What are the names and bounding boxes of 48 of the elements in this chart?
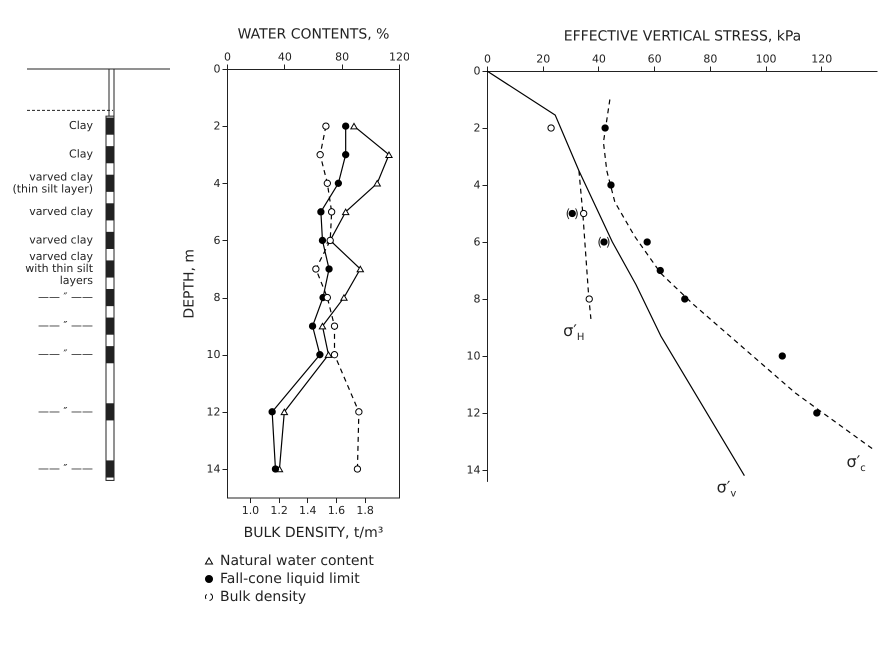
y-tick-label: 2 (474, 122, 481, 134)
y-tick-label: 0 (214, 62, 220, 76)
text: —— ″ —— (38, 348, 94, 361)
x-tick-label: 1.4 (299, 504, 317, 518)
x-tick-label: 1.0 (242, 504, 260, 518)
x2-axis-title: WATER CONTENTS, % (238, 26, 390, 42)
x-tick-label: 40 (592, 52, 606, 66)
y-tick-label: 14 (206, 462, 221, 476)
y-tick-label: 0 (474, 64, 481, 78)
y-tick-label: 10 (206, 348, 221, 362)
text: varved clay with thin silt layers (25, 250, 94, 287)
y-tick-label: 4 (214, 176, 220, 190)
text: varved clay (29, 204, 94, 218)
x-tick-label: 1.2 (270, 504, 288, 518)
annotation: ( ) (566, 206, 579, 220)
y-tick-label: 6 (474, 235, 481, 248)
y-tick-label: 6 (214, 234, 220, 247)
text: Clay (69, 119, 94, 132)
text: varved clay (29, 233, 94, 246)
y-tick-label: 4 (474, 178, 481, 192)
text: —— ″ —— (38, 404, 94, 418)
x-axis-title: EFFECTIVE VERTICAL STRESS, kPa (564, 28, 802, 44)
legend-label: Bulk density (220, 588, 306, 605)
y-axis-title: DEPTH, m (182, 248, 198, 319)
x-tick-label: 60 (648, 52, 662, 66)
y-tick-label: 8 (214, 291, 220, 304)
text: —— ″ —— (38, 462, 94, 475)
x-axis-title: BULK DENSITY, t/m³ (244, 525, 384, 542)
y-tick-label: 12 (206, 405, 220, 418)
y-tick-label: 2 (214, 120, 220, 133)
x-tick-label: 120 (811, 52, 832, 66)
text: —— ″ —— (38, 319, 94, 332)
y-tick-label: 12 (466, 406, 481, 420)
y-tick-label: 10 (466, 349, 481, 362)
y-tick-label: 14 (466, 463, 481, 476)
y-tick-label: 8 (474, 292, 481, 306)
annotation: ( ) (597, 234, 611, 249)
text: varved clay (thin silt layer) (12, 170, 94, 196)
x-tick-label: 80 (703, 52, 718, 66)
x-tick-label: 1.8 (356, 504, 374, 518)
x-tick-label: 100 (756, 52, 777, 66)
legend-label: Natural water content (220, 552, 374, 569)
legend-label: Fall-cone liquid limit (220, 570, 360, 587)
x-tick-label: 1.6 (328, 504, 346, 518)
text: —— ″ —— (38, 290, 94, 304)
text: Clay (69, 148, 94, 161)
x-tick-label: 20 (536, 52, 550, 66)
x-tick-label: 0 (484, 52, 492, 66)
